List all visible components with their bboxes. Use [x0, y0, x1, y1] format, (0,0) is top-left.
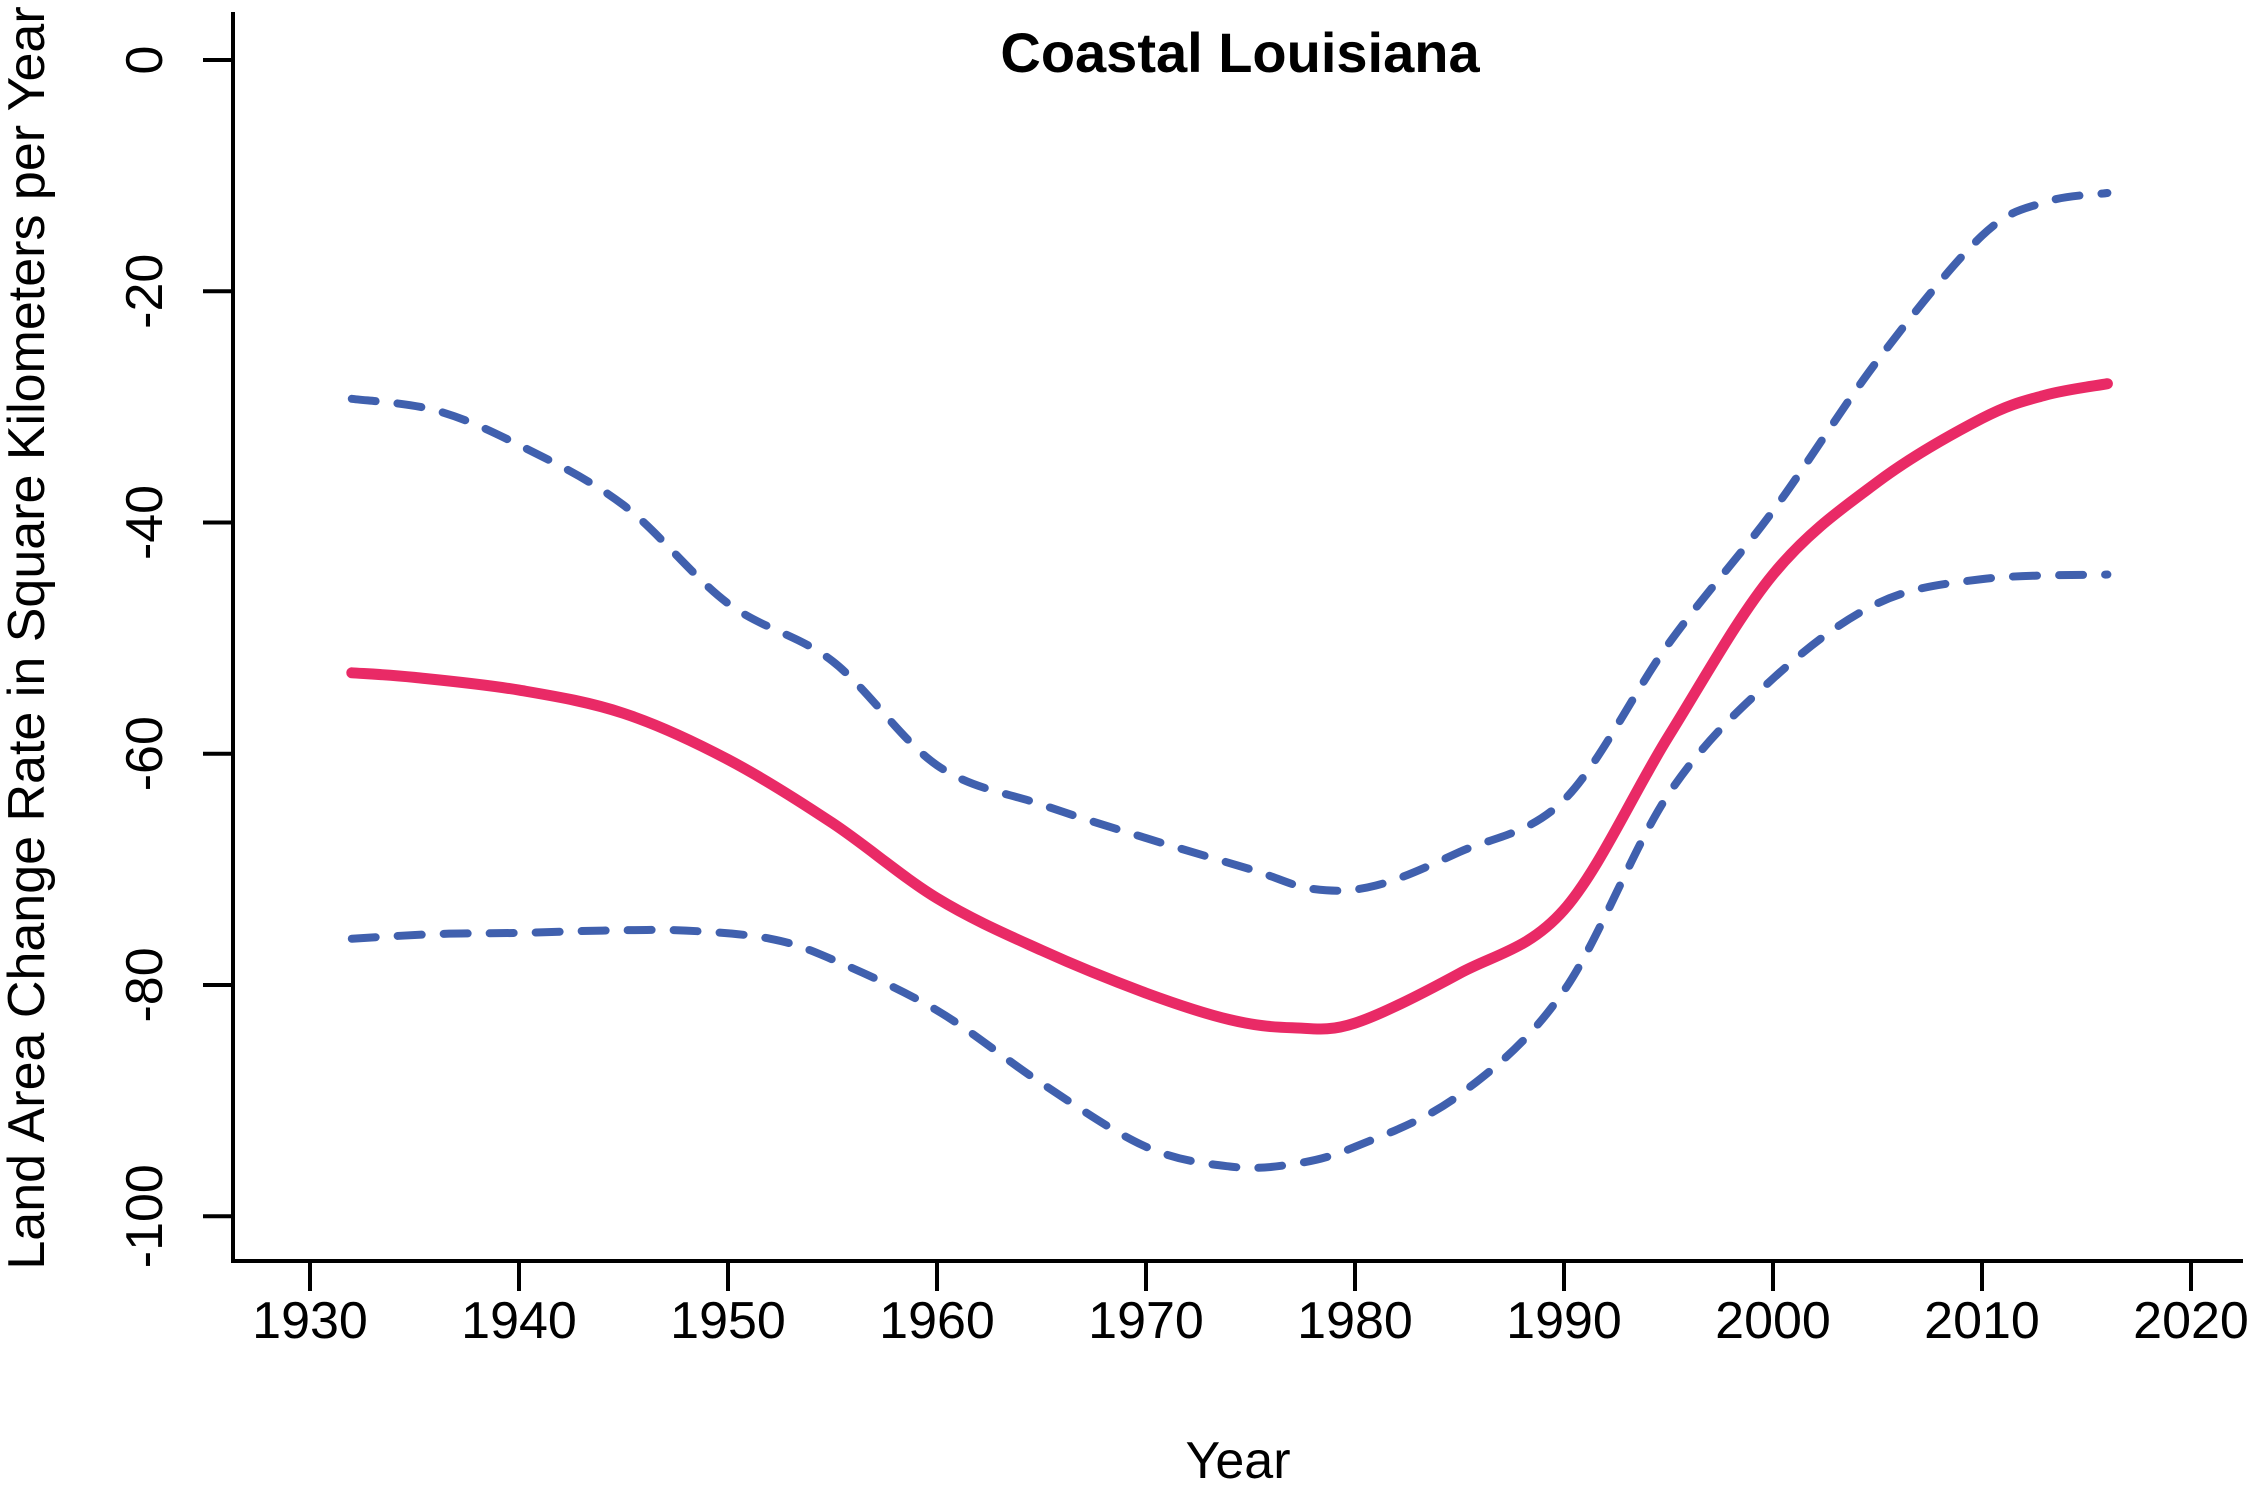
x-tick-label: 1960 [879, 1292, 995, 1350]
y-tick-label: -20 [116, 254, 174, 329]
axes [231, 12, 2243, 1263]
x-axis-label: Year [1185, 1432, 1290, 1490]
y-tick-label: -40 [116, 485, 174, 560]
x-tick-label: 1980 [1297, 1292, 1413, 1350]
solid-central-line-line [346, 378, 2113, 1035]
dashed-lower-bound-line [347, 570, 2112, 1172]
ticks: 1930 1940 1950 1960 1970 1980 1990 2000 2010 2020… [116, 46, 2249, 1350]
x-tick-label: 2020 [2133, 1292, 2249, 1350]
y-axis-label: Land Area Change Rate in Square Kilomete… [0, 6, 56, 1269]
y-tick-label: -60 [116, 716, 174, 791]
chart-title: Coastal Louisiana [1000, 21, 1480, 84]
x-tick-label: 2010 [1924, 1292, 2040, 1350]
dashed-upper-bound-line [347, 189, 2112, 895]
y-tick-label: -100 [116, 1164, 174, 1268]
x-tick-label: 1970 [1088, 1292, 1204, 1350]
x-tick-label: 1950 [670, 1292, 786, 1350]
x-tick-label: 1990 [1506, 1292, 1622, 1350]
x-tick-label: 1930 [252, 1292, 368, 1350]
x-tick-label: 2000 [1715, 1292, 1831, 1350]
series-lines [346, 189, 2113, 1172]
y-tick-label: 0 [116, 46, 174, 75]
y-tick-label: -80 [116, 947, 174, 1022]
x-tick-label: 1940 [461, 1292, 577, 1350]
